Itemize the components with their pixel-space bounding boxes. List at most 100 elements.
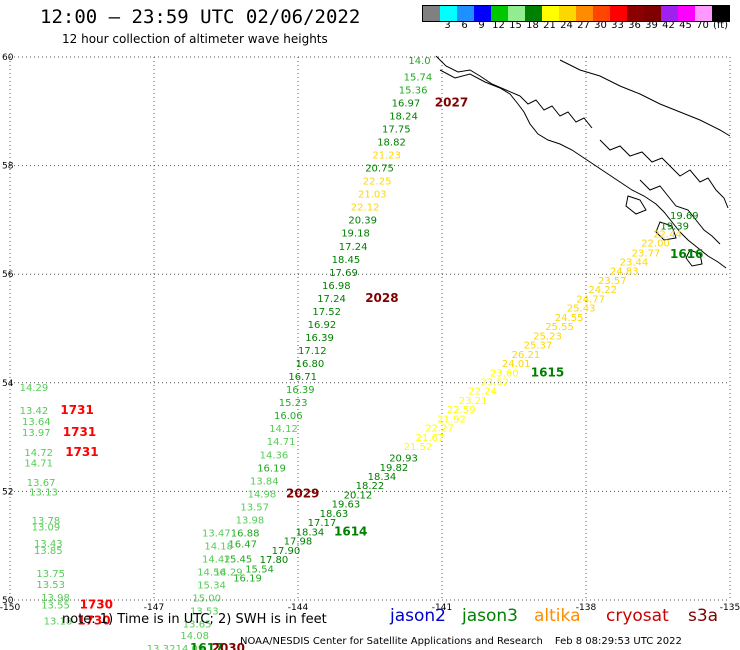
wave-height-value: 17.75 (382, 124, 411, 135)
wave-height-value: 24.55 (555, 313, 584, 324)
wave-height-value: 17.24 (317, 294, 346, 305)
pass-time-label: 1730 (77, 613, 110, 627)
wave-height-value: 15.54 (245, 564, 274, 575)
wave-height-value: 16.39 (286, 385, 315, 396)
wave-height-value: 19.39 (660, 222, 689, 233)
wave-height-value: 16.80 (296, 359, 325, 370)
wave-height-value: 24.83 (610, 267, 639, 278)
longitude-label: -135 (720, 603, 740, 613)
wave-height-value: 13.43 (34, 539, 63, 550)
wave-height-value: 23.21 (459, 396, 488, 407)
color-scale-label: 3 (444, 20, 451, 31)
wave-height-value: 18.82 (377, 138, 406, 149)
wave-height-value: 13.09 (32, 522, 61, 533)
wave-height-value: 13.32 (147, 644, 176, 650)
wave-height-value: 14.98 (248, 489, 277, 500)
wave-height-value: 13.64 (22, 417, 51, 428)
wave-height-value: 20.93 (389, 454, 418, 465)
wave-height-value: 13.97 (22, 428, 51, 439)
wave-height-value: 13.75 (36, 569, 65, 580)
latitude-label: 52 (2, 487, 13, 497)
wave-height-value: 15.45 (224, 555, 253, 566)
wave-height-value: 16.71 (288, 372, 317, 383)
wave-height-value: 24.01 (502, 359, 531, 370)
wave-height-value: 21.52 (404, 442, 433, 453)
wave-height-value: 18.63 (320, 509, 349, 520)
southeast-alaska-inlets (599, 139, 729, 209)
map-title: 12:00 — 23:59 UTC 02/06/2022 (40, 6, 361, 28)
wave-height-value: 25.55 (545, 322, 574, 333)
wave-height-value: 13.67 (27, 478, 56, 489)
color-swatch (491, 6, 508, 21)
wave-height-value: 17.69 (329, 268, 358, 279)
wave-height-value: 21.03 (358, 190, 387, 201)
wave-height-value: 20.39 (348, 216, 377, 227)
longitude-label: -141 (432, 603, 452, 613)
color-swatch (457, 6, 474, 21)
color-swatch (661, 6, 678, 21)
wave-height-value: 14.71 (267, 437, 296, 448)
wave-height-value: 17.90 (272, 546, 301, 557)
credit-text: NOAA/NESDIS Center for Satellite Applica… (240, 636, 543, 647)
color-scale-label: 39 (645, 20, 658, 31)
wave-height-value: 19.18 (341, 229, 370, 240)
color-swatch (440, 6, 457, 21)
wave-height-value: 14.09 (176, 644, 205, 650)
color-swatch (627, 6, 644, 21)
color-scale-label: 33 (611, 20, 624, 31)
color-scale-label: 45 (679, 20, 692, 31)
color-swatch (593, 6, 610, 21)
axis-labels: -150 -147 -144 -141 -138 -135 50 52 54 56 58 60 (0, 53, 740, 613)
color-swatch (644, 6, 661, 21)
wave-height-value: 13.53 (190, 607, 219, 618)
wave-height-value: 13.13 (29, 488, 58, 499)
latitude-label: 60 (2, 53, 14, 63)
wave-height-value: 21.67 (416, 433, 445, 444)
wave-height-value: 18.22 (356, 481, 385, 492)
wave-height-value: 13.85 (34, 546, 63, 557)
wave-height-value: 26.21 (512, 350, 541, 361)
map-subtitle: 12 hour collection of altimeter wave hei… (62, 32, 328, 46)
color-scale-labels: 3 6 9 12 15 18 21 24 27 30 33 36 39 42 45 70 (ft) (422, 20, 735, 31)
color-scale-label: 36 (628, 20, 641, 31)
color-scale-label: 27 (577, 20, 590, 31)
color-swatch (576, 6, 593, 21)
color-scale-label: 9 (478, 20, 485, 31)
wave-height-value: 13.47 (202, 528, 231, 539)
wave-height-value: 23.60 (490, 368, 519, 379)
wave-height-value: 19.69 (670, 211, 699, 222)
pass-time-label: 1616 (670, 247, 703, 261)
wave-height-value: 17.17 (308, 518, 337, 529)
color-swatch (525, 6, 542, 21)
coastline (435, 55, 731, 269)
timestamp: Feb 8 08:29:53 UTC 2022 (554, 636, 682, 647)
wave-height-value: 16.98 (322, 281, 351, 292)
southeast-alaska-fjords (639, 179, 721, 245)
island-c (685, 249, 703, 267)
pass-time-label: 2027 (435, 95, 468, 109)
wave-height-value: 13.98 (236, 515, 265, 526)
wave-height-value: 15.74 (404, 72, 433, 83)
wave-height-value: 25.43 (567, 304, 596, 315)
wave-height-value: 21.92 (437, 414, 466, 425)
wave-height-value: 14.08 (180, 631, 209, 642)
color-scale-label: 42 (662, 20, 675, 31)
wave-height-value: 14.29 (20, 383, 49, 394)
wave-height-value: 23.44 (620, 258, 649, 269)
color-scale-label: 15 (509, 20, 522, 31)
color-swatch (695, 6, 712, 21)
wave-height-value: 16.19 (233, 574, 262, 585)
color-scale-label: 6 (461, 20, 468, 31)
wave-height-value: 14.36 (260, 450, 289, 461)
wave-height-value: 22.44 (653, 229, 682, 240)
wave-height-value: 20.12 (344, 490, 373, 501)
island-b (655, 221, 677, 241)
wave-height-value: 14.71 (24, 458, 53, 469)
longitude-label: -144 (288, 603, 309, 613)
pass-time-label: 1614 (334, 524, 367, 538)
legend-jason3: jason3 (462, 606, 518, 626)
wave-height-value: 21.23 (372, 151, 401, 162)
wave-height-value: 19.82 (380, 463, 409, 474)
wave-height-value: 22.12 (351, 203, 380, 214)
